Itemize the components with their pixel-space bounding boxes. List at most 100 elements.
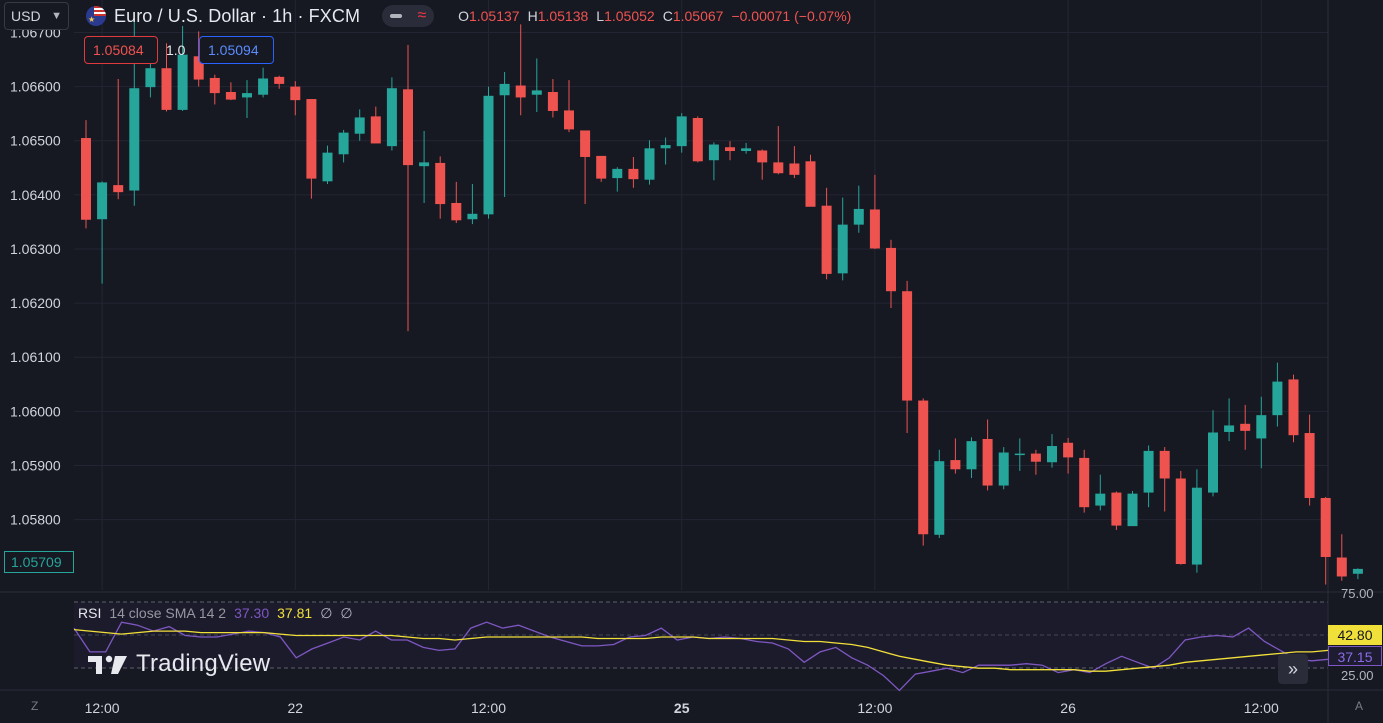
candle xyxy=(1063,437,1074,474)
candle-body xyxy=(628,168,639,180)
rsi-ma-badge: 42.80 xyxy=(1328,625,1382,645)
candle-body xyxy=(1336,557,1347,577)
candle-body xyxy=(789,163,800,175)
price-tick-label: 1.05800 xyxy=(10,512,61,528)
candle xyxy=(676,113,687,153)
candle xyxy=(242,80,252,118)
price-axis[interactable]: 1.067001.066001.065001.064001.063001.062… xyxy=(10,24,61,527)
candle xyxy=(290,81,301,116)
candle xyxy=(225,82,236,101)
candle-body xyxy=(1030,453,1041,462)
candle-body xyxy=(306,99,317,179)
candle-body xyxy=(1095,493,1106,506)
candle-body xyxy=(274,76,285,84)
candle xyxy=(789,146,800,179)
candle xyxy=(193,31,204,87)
candle xyxy=(419,130,430,203)
candle xyxy=(1095,474,1106,511)
candle xyxy=(998,447,1009,490)
candle-body xyxy=(1079,457,1090,508)
time-tick-label: 12:00 xyxy=(85,700,120,716)
candle-body xyxy=(161,68,172,110)
candle-body xyxy=(290,86,301,101)
current-price-label: 1.05709 xyxy=(4,551,74,573)
candle-body xyxy=(644,148,655,180)
candle xyxy=(982,419,993,491)
timezone-z-button[interactable]: Z xyxy=(31,699,39,713)
candle xyxy=(177,25,188,111)
candle-body xyxy=(403,89,413,166)
candle xyxy=(1175,470,1186,565)
candle xyxy=(1047,434,1057,468)
candle xyxy=(354,109,365,141)
symbol-header: ★ Euro / U.S. Dollar · 1h · FXCM ≈ O1.05… xyxy=(86,4,851,28)
candle xyxy=(1014,438,1025,471)
candle-body xyxy=(354,117,365,134)
candle xyxy=(483,86,494,219)
candle-body xyxy=(1063,442,1074,458)
candle xyxy=(1079,449,1090,513)
candle-body xyxy=(821,205,832,274)
low-value: 1.05052 xyxy=(604,8,655,24)
candle-body xyxy=(1047,446,1057,463)
rsi-badge: 37.15 xyxy=(1328,646,1382,666)
price-tick-label: 1.06200 xyxy=(10,295,61,311)
rsi-ma-value: 37.81 xyxy=(277,605,313,621)
tradingview-logo[interactable]: TradingView xyxy=(88,650,270,678)
candle-body xyxy=(145,68,156,88)
candle-body xyxy=(837,224,848,274)
price-tick-label: 1.06500 xyxy=(10,133,61,149)
candle xyxy=(403,44,413,332)
candle xyxy=(322,145,333,185)
candle xyxy=(1336,534,1347,581)
candle-body xyxy=(1143,450,1154,493)
candle xyxy=(596,155,607,182)
candle-body xyxy=(451,202,462,221)
buy-button[interactable]: 1.05094 xyxy=(199,36,274,64)
candle-body xyxy=(209,77,220,94)
candle-body xyxy=(258,78,269,95)
rsi-empty-value-1: ∅ xyxy=(320,604,333,621)
candle-body xyxy=(676,116,687,147)
candle xyxy=(773,126,784,175)
candle-body xyxy=(242,93,252,98)
candle-body xyxy=(338,132,349,155)
candle xyxy=(161,43,172,112)
candle-body xyxy=(612,168,623,179)
rsi-upper-level: 75.00 xyxy=(1341,586,1374,601)
auto-scale-button[interactable]: A xyxy=(1355,699,1364,713)
candle-body xyxy=(1272,381,1283,416)
spread-value: 1.0 xyxy=(166,42,186,58)
candle-body xyxy=(1127,493,1138,527)
candle xyxy=(805,154,816,207)
rsi-empty-value-2: ∅ xyxy=(340,604,353,621)
candle-body xyxy=(805,161,816,207)
rsi-ma-line xyxy=(73,628,1329,672)
candle-body xyxy=(499,83,510,96)
candle-body xyxy=(1159,450,1170,479)
candle-body xyxy=(580,130,591,157)
candle xyxy=(821,187,832,280)
candle xyxy=(869,174,880,249)
candle-body xyxy=(757,150,768,163)
price-tick-label: 1.06400 xyxy=(10,187,61,203)
market-status-pill[interactable]: ≈ xyxy=(382,5,435,27)
rsi-legend[interactable]: RSI 14 close SMA 14 2 37.30 37.81 ∅ ∅ xyxy=(78,603,353,623)
time-tick-label: 12:00 xyxy=(1244,700,1279,716)
candle-body xyxy=(934,461,945,535)
high-value: 1.05138 xyxy=(537,8,589,24)
currency-select[interactable]: USD ▼ xyxy=(4,2,69,30)
candle xyxy=(1127,490,1138,527)
candle xyxy=(386,77,397,151)
symbol-title[interactable]: Euro / U.S. Dollar · 1h · FXCM xyxy=(114,5,361,26)
candle xyxy=(97,181,108,284)
sell-button[interactable]: 1.05084 xyxy=(84,36,158,64)
candle-body xyxy=(419,162,430,167)
time-axis[interactable]: 12:00 22 12:00 25 12:00 26 12:00 xyxy=(85,700,1279,716)
candle-body xyxy=(547,92,558,111)
candle-body xyxy=(564,110,574,130)
candle xyxy=(1304,414,1315,506)
scroll-to-realtime-button[interactable]: » xyxy=(1278,654,1308,684)
candle-body xyxy=(708,144,719,161)
